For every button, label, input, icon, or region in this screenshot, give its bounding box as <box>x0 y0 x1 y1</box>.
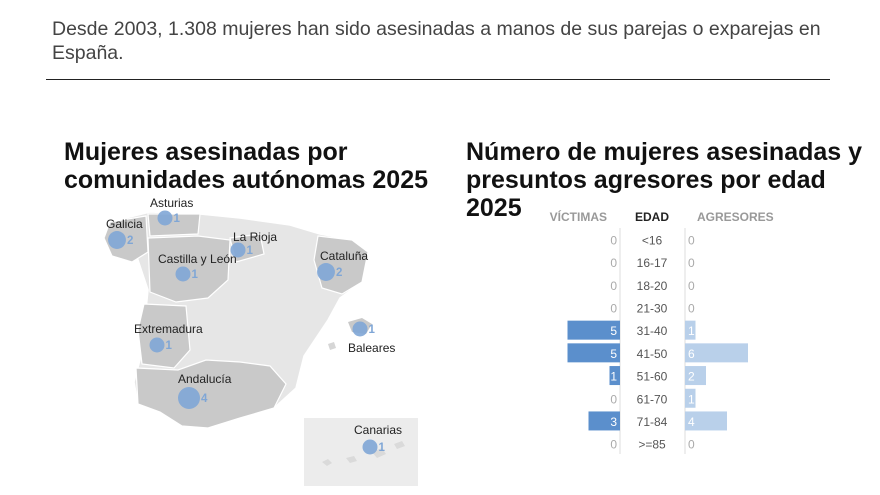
value-cataluna: 2 <box>336 267 342 279</box>
bar-victims-4 <box>567 320 620 340</box>
value-asturias: 1 <box>174 213 181 225</box>
bubble-la-rioja <box>230 242 246 258</box>
bar-aggressors-5 <box>685 343 748 363</box>
bubble-castilla-y-leon <box>175 266 191 282</box>
headline: Desde 2003, 1.308 mujeres han sido asesi… <box>52 18 821 64</box>
bar-victims-8 <box>588 411 620 431</box>
label-cataluna: Cataluña <box>320 249 368 263</box>
value-aggressors-2: 0 <box>688 279 695 293</box>
value-aggressors-7: 1 <box>688 392 695 406</box>
region-castilla-leon <box>147 235 231 303</box>
island-small <box>328 342 336 350</box>
bar-victims-5 <box>567 343 620 363</box>
value-victims-7: 0 <box>610 392 617 406</box>
age-label-0: <16 <box>642 233 663 247</box>
age-label-1: 16-17 <box>637 256 668 270</box>
label-canarias: Canarias <box>354 423 402 437</box>
age-label-2: 18-20 <box>637 279 668 293</box>
bar-aggressors-4 <box>685 320 696 340</box>
bubble-asturias <box>157 210 173 226</box>
bubble-galicia <box>108 231 126 249</box>
value-victims-6: 1 <box>610 370 617 384</box>
age-label-7: 61-70 <box>637 392 668 406</box>
value-victims-0: 0 <box>610 233 617 247</box>
value-baleares: 1 <box>369 324 376 336</box>
bubble-extremadura <box>149 337 165 353</box>
header-age: EDAD <box>635 210 669 224</box>
value-victims-5: 5 <box>610 347 617 361</box>
bubble-andalucia <box>178 387 200 409</box>
value-aggressors-8: 4 <box>688 415 695 429</box>
label-asturias: Asturias <box>150 196 193 210</box>
value-aggressors-3: 0 <box>688 301 695 315</box>
canarias-inset <box>304 418 418 486</box>
label-castilla-y-leon: Castilla y León <box>158 252 237 266</box>
value-canarias: 1 <box>379 442 386 454</box>
bar-aggressors-8 <box>685 411 727 431</box>
value-victims-3: 0 <box>610 301 617 315</box>
age-chart: VÍCTIMAS EDAD AGRESORES 0 <16 0 0 16-17 0 0 18-… <box>550 209 774 454</box>
value-victims-2: 0 <box>610 279 617 293</box>
age-label-3: 21-30 <box>637 301 668 315</box>
age-label-5: 41-50 <box>637 347 668 361</box>
value-extremadura: 1 <box>166 340 173 352</box>
value-aggressors-1: 0 <box>688 256 695 270</box>
age-label-4: 31-40 <box>637 324 668 338</box>
value-aggressors-5: 6 <box>688 347 695 361</box>
label-extremadura: Extremadura <box>134 322 203 336</box>
value-aggressors-0: 0 <box>688 233 695 247</box>
map-title: Mujeres asesinadas por comunidades autón… <box>64 138 429 194</box>
divider <box>46 79 830 80</box>
age-label-6: 51-60 <box>637 370 668 384</box>
header-victims: VÍCTIMAS <box>550 209 607 224</box>
age-label-9: >=85 <box>638 438 666 452</box>
region-andalucia <box>135 359 287 429</box>
region-extremadura <box>137 303 191 369</box>
bar-victims-6 <box>609 366 620 386</box>
header-aggressors: AGRESORES <box>697 210 774 224</box>
value-victims-8: 3 <box>610 415 617 429</box>
age-chart-title: Número de mujeres asesinadas y presuntos… <box>466 138 863 222</box>
value-victims-4: 5 <box>610 324 617 338</box>
region-galicia <box>103 215 149 263</box>
value-victims-1: 0 <box>610 256 617 270</box>
value-aggressors-9: 0 <box>688 438 695 452</box>
label-la-rioja: La Rioja <box>233 230 277 244</box>
value-la-rioja: 1 <box>247 245 254 257</box>
value-aggressors-4: 1 <box>688 324 695 338</box>
bubble-canarias <box>362 439 378 455</box>
label-baleares: Baleares <box>348 341 395 355</box>
age-label-8: 71-84 <box>637 415 668 429</box>
value-andalucia: 4 <box>201 393 208 405</box>
value-aggressors-6: 2 <box>688 370 695 384</box>
label-andalucia: Andalucía <box>178 372 232 386</box>
value-victims-9: 0 <box>610 438 617 452</box>
value-castilla-y-leon: 1 <box>192 269 199 281</box>
label-galicia: Galicia <box>106 217 143 231</box>
bubble-baleares <box>352 321 368 337</box>
bar-aggressors-6 <box>685 366 706 386</box>
value-galicia: 2 <box>127 235 133 247</box>
bubble-cataluna <box>317 263 335 281</box>
bar-aggressors-7 <box>685 388 696 408</box>
canarias-islands <box>322 441 405 466</box>
